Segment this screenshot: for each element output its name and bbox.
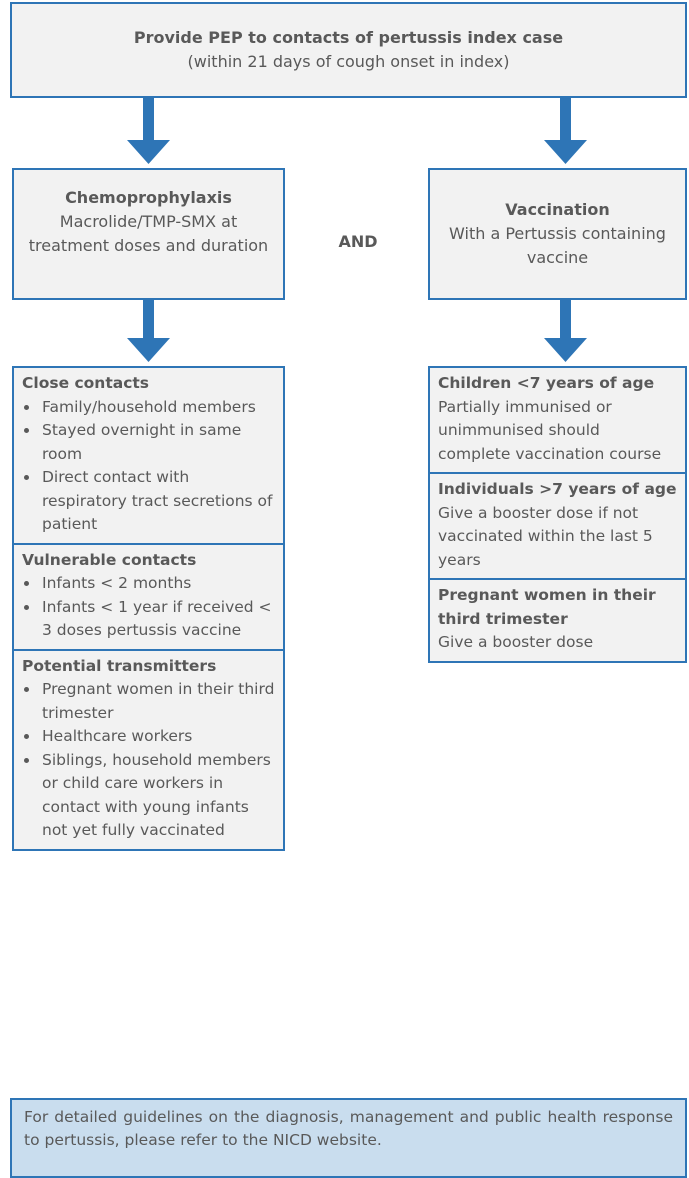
bullet-item: Stayed overnight in same room (40, 419, 275, 466)
contact-section: Vulnerable contacts Infants < 2 monthsInf… (14, 542, 283, 649)
bullet-item: Healthcare workers (40, 725, 275, 749)
vacc-box: Vaccination With a Pertussis containing … (428, 168, 687, 300)
bullet-list: Family/household membersStayed overnight… (22, 396, 275, 537)
section-title: Children <7 years of age (438, 374, 655, 392)
section-text: Partially immunised or unimmunised shoul… (438, 397, 662, 463)
vacc-groups-box: Children <7 years of age Partially immuni… (428, 366, 687, 663)
bullet-item: Family/household members (40, 396, 275, 420)
vacc-title: Vaccination (505, 200, 610, 219)
section-title: Close contacts (22, 374, 150, 392)
footer-text: For detailed guidelines on the diagnosis… (24, 1108, 673, 1149)
arrow-shaft (143, 300, 154, 340)
bullet-item: Siblings, household members or child car… (40, 749, 275, 843)
arrow-group (127, 98, 587, 362)
arrow-shaft (560, 300, 571, 340)
section-title: Vulnerable contacts (22, 550, 197, 569)
arrow-head (544, 140, 587, 164)
vacc-section: Individuals >7 years of age Give a booste… (430, 472, 685, 578)
contacts-box: Close contacts Family/household membersSt… (12, 366, 285, 851)
contact-section: Close contacts Family/household membersSt… (14, 368, 283, 543)
footer-box: For detailed guidelines on the diagnosis… (10, 1098, 687, 1178)
arrow-head (127, 140, 170, 164)
bullet-list: Infants < 2 monthsInfants < 1 year if re… (22, 572, 275, 643)
header-subtitle: (within 21 days of cough onset in index) (187, 52, 510, 71)
arrow-shaft (560, 98, 571, 142)
connector: AND (338, 232, 378, 251)
vacc-section: Children <7 years of age Partially immuni… (430, 368, 685, 472)
bullet-item: Pregnant women in their third trimester (40, 678, 275, 725)
header-title: Provide PEP to contacts of pertussis ind… (133, 28, 564, 47)
arrow-head (127, 338, 170, 362)
bullet-item: Infants < 2 months (40, 572, 275, 596)
vacc-section: Pregnant women in their third trimester G… (430, 578, 685, 661)
section-title: Individuals >7 years of age (438, 480, 677, 498)
section-title: Potential transmitters (22, 656, 217, 675)
bullet-item: Direct contact with respiratory tract se… (40, 466, 275, 537)
header-box: Provide PEP to contacts of pertussis ind… (10, 2, 687, 98)
chemo-title: Chemoprophylaxis (65, 188, 232, 207)
bullet-item: Infants < 1 year if received < 3 doses p… (40, 596, 275, 643)
arrow-shaft (143, 98, 154, 142)
arrow-head (544, 338, 587, 362)
chemo-box: Chemoprophylaxis Macrolide/TMP-SMX at tr… (12, 168, 285, 300)
vacc-text: With a Pertussis containing vaccine (449, 224, 666, 267)
section-text: Give a booster dose (438, 633, 594, 651)
chemo-text: Macrolide/TMP-SMX at treatment doses and… (28, 212, 269, 255)
bullet-list: Pregnant women in their third trimesterH… (22, 678, 275, 843)
section-title: Pregnant women in their third trimester (438, 586, 656, 628)
contact-section: Potential transmitters Pregnant women in … (14, 648, 283, 849)
section-text: Give a booster dose if not vaccinated wi… (438, 503, 653, 569)
